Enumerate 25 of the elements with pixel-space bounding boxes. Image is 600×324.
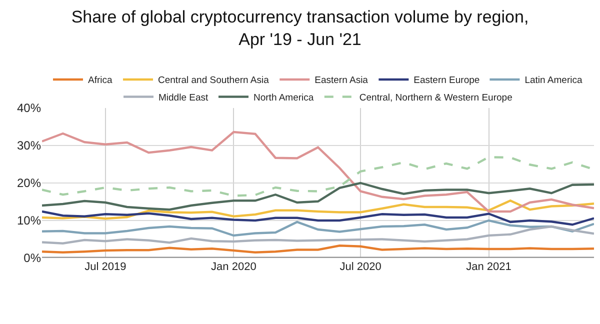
y-tick-label: 20% xyxy=(16,176,42,190)
legend-label: Middle East xyxy=(158,92,208,104)
line-series xyxy=(42,130,594,213)
line-series xyxy=(42,200,594,220)
x-tick-label: Jul 2020 xyxy=(340,261,382,273)
legend-label: Africa xyxy=(88,75,113,86)
legend-label: Central, Northern & Western Europe xyxy=(359,92,512,104)
line-series xyxy=(42,225,594,244)
legend-label: North America xyxy=(253,92,314,104)
line-series xyxy=(42,219,594,237)
y-tick-label: 0% xyxy=(24,251,42,266)
chart-title: Share of global cryptocurrency transaction volume by region, Apr '19 - Jun '21 xyxy=(71,8,529,49)
x-tick-label: Jan 2020 xyxy=(211,261,256,273)
x-tick-label: Jan 2021 xyxy=(466,261,512,273)
y-tick-label: 10% xyxy=(16,214,42,228)
legend-label: Latin America xyxy=(524,75,583,86)
legend-label: Eastern Asia xyxy=(314,75,369,86)
legend-label: Central and Southern Asia xyxy=(158,75,270,86)
legend-label: Eastern Europe xyxy=(414,75,480,86)
line-series xyxy=(42,244,594,254)
line-series xyxy=(42,182,594,211)
x-tick-label: Jul 2019 xyxy=(84,261,126,273)
y-tick-label: 30% xyxy=(16,138,42,153)
line-series xyxy=(42,210,594,226)
y-tick-label: 40% xyxy=(16,101,42,116)
